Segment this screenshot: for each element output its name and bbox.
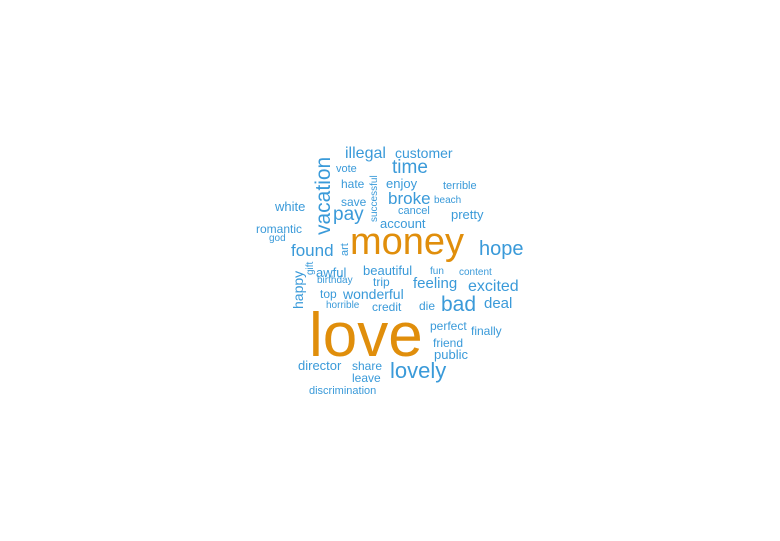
word-awful: awful <box>316 265 347 280</box>
word-art: art <box>339 243 351 256</box>
word-hope: hope <box>479 238 524 260</box>
word-pay: pay <box>333 204 364 225</box>
word-trip: trip <box>373 275 390 289</box>
word-customer: customer <box>395 145 453 161</box>
word-share: share <box>352 359 383 373</box>
word-content: content <box>459 267 492 278</box>
word-broke: broke <box>388 189 431 208</box>
word-romantic: romantic <box>256 222 303 236</box>
word-hate: hate <box>341 177 365 191</box>
word-cancel: cancel <box>398 205 430 217</box>
word-pretty: pretty <box>451 207 484 222</box>
word-found: found <box>291 241 334 260</box>
word-vote: vote <box>336 163 357 175</box>
word-save: save <box>341 195 367 209</box>
word-perfect: perfect <box>430 319 467 333</box>
word-time: time <box>392 157 428 178</box>
word-public: public <box>434 347 468 362</box>
word-money: money <box>350 221 465 263</box>
word-lovely: lovely <box>390 358 447 383</box>
word-die: die <box>419 299 436 313</box>
word-top: top <box>320 287 337 301</box>
word-credit: credit <box>372 300 402 314</box>
word-beach: beach <box>434 195 462 206</box>
word-illegal: illegal <box>345 145 386 162</box>
word-horrible: horrible <box>326 300 360 311</box>
word-finally: finally <box>471 324 502 338</box>
word-excited: excited <box>468 278 519 295</box>
word-gift: gift <box>305 261 316 275</box>
word-deal: deal <box>484 295 513 312</box>
word-birthday: birthday <box>317 275 353 286</box>
word-discrimination: discrimination <box>309 385 377 397</box>
word-vacation: vacation <box>312 156 335 235</box>
word-bad: bad <box>441 293 477 316</box>
word-love: love <box>309 301 423 370</box>
word-white: white <box>275 199 306 214</box>
word-terrible: terrible <box>443 180 477 192</box>
word-account: account <box>380 216 426 231</box>
word-leave: leave <box>352 371 381 385</box>
word-friend: friend <box>433 336 464 350</box>
word-feeling: feeling <box>413 275 458 292</box>
word-god: god <box>269 233 286 244</box>
word-fun: fun <box>430 266 444 277</box>
word-beautiful: beautiful <box>363 263 413 278</box>
word-enjoy: enjoy <box>386 176 418 191</box>
word-wonderful: wonderful <box>343 286 404 302</box>
word-director: director <box>298 358 342 373</box>
word-successful: successful <box>369 175 380 222</box>
word-happy: happy <box>290 270 306 309</box>
